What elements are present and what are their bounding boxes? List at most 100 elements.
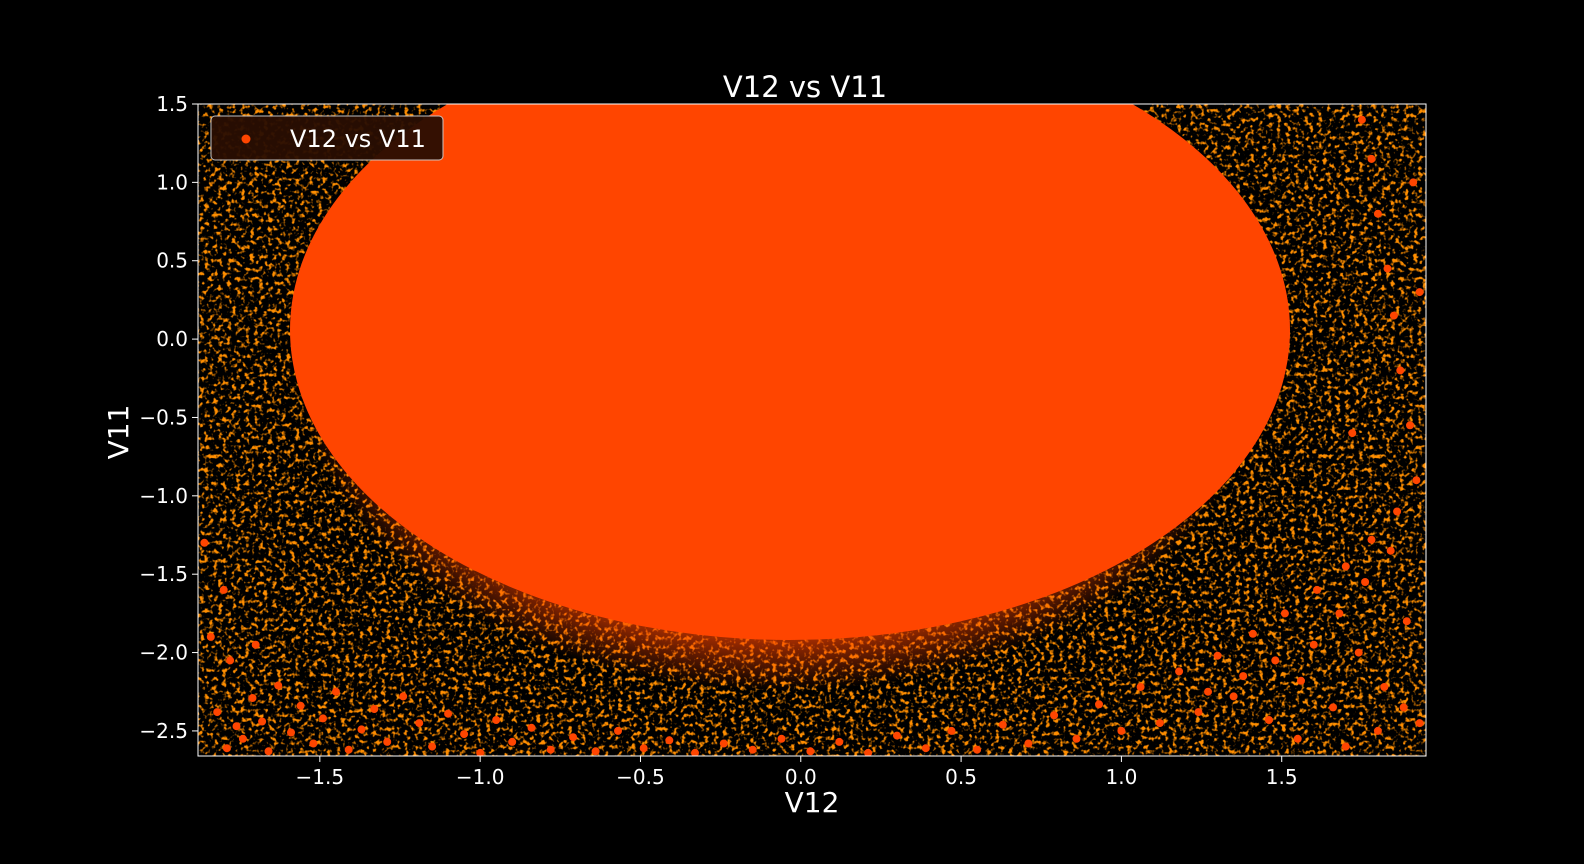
scatter-point — [206, 632, 215, 641]
legend-marker — [241, 134, 251, 144]
scatter-point — [460, 730, 469, 739]
scatter-point — [1136, 683, 1145, 691]
legend: V12 vs V11 — [210, 115, 444, 161]
scatter-point — [777, 734, 786, 743]
scatter-point — [287, 728, 295, 737]
scatter-point — [1204, 687, 1212, 696]
scatter-point — [428, 742, 437, 751]
scatter-point — [546, 745, 555, 754]
scatter-point — [1293, 734, 1302, 743]
scatter-point — [691, 748, 699, 756]
y-tick-label: 1.5 — [156, 92, 188, 116]
scatter-point — [1313, 585, 1321, 594]
legend-label: V12 vs V11 — [290, 125, 426, 153]
scatter-point — [200, 538, 209, 547]
scatter-point — [1072, 734, 1081, 743]
y-tick-label: −2.5 — [139, 719, 188, 743]
scatter-point — [973, 745, 982, 754]
scatter-point — [492, 716, 501, 724]
scatter-point — [864, 748, 873, 756]
scatter-point — [921, 744, 930, 753]
scatter-point — [998, 720, 1007, 729]
scatter-point — [1297, 676, 1305, 685]
scatter-point — [947, 726, 956, 735]
scatter-point — [1335, 609, 1344, 618]
legend-box — [210, 115, 444, 161]
scatter-point — [1050, 711, 1059, 720]
scatter-point — [1354, 648, 1363, 657]
scatter-point — [1393, 507, 1402, 516]
scatter-points — [200, 115, 1424, 756]
x-tick-label: 0.5 — [945, 765, 977, 789]
scatter-point — [1348, 429, 1357, 438]
scatter-point — [1361, 578, 1370, 586]
scatter-point — [476, 748, 485, 756]
x-tick-label: −1.5 — [296, 765, 345, 789]
scatter-point — [1373, 726, 1382, 735]
scatter-point — [251, 640, 260, 649]
scatter-point — [591, 747, 600, 756]
scatter-point — [1309, 640, 1318, 649]
scatter-point — [1024, 739, 1033, 748]
plot-frame — [197, 103, 1427, 757]
scatter-point — [1402, 617, 1411, 626]
dense-point-core — [290, 104, 1290, 640]
scatter-point — [296, 701, 305, 710]
scatter-point — [1095, 700, 1103, 709]
scatter-point — [1175, 667, 1184, 676]
y-axis: 1.5 1.0 0.5 0.0 −0.5 −1.0 −1.5 −2.0 −2.5 — [139, 92, 198, 743]
scatter-point — [1117, 726, 1126, 735]
scatter-point — [1329, 703, 1337, 712]
scatter-point — [226, 656, 235, 665]
scatter-point — [219, 585, 228, 594]
y-tick-label: 1.0 — [156, 170, 188, 194]
y-tick-label: 0.0 — [156, 327, 188, 351]
scatter-point — [1341, 742, 1350, 751]
scatter-point — [1280, 609, 1289, 618]
scatter-point — [1412, 476, 1421, 485]
scatter-point — [1396, 366, 1405, 375]
scatter-point — [665, 736, 674, 745]
scatter-point — [1406, 421, 1414, 430]
scatter-point — [1357, 115, 1366, 124]
scatter-point — [1264, 716, 1273, 724]
plot-area — [198, 104, 1426, 756]
scatter-point — [748, 745, 757, 754]
scatter-point — [238, 734, 247, 743]
scatter-point — [508, 737, 517, 746]
chart-title: V12 vs V11 — [723, 70, 887, 104]
scatter-point — [344, 745, 353, 754]
x-axis-title: V12 — [785, 786, 840, 819]
scatter-point — [639, 744, 648, 753]
scatter-point — [370, 705, 379, 713]
scatter-point — [331, 687, 340, 696]
x-axis: −1.5 −1.0 −0.5 0.0 0.5 1.0 1.5 — [296, 756, 1298, 789]
scatter-point — [614, 726, 622, 735]
y-tick-label: −0.5 — [139, 405, 188, 429]
scatter-point — [893, 731, 901, 740]
scatter-point — [1409, 178, 1418, 187]
scatter-point — [213, 708, 222, 717]
y-tick-label: 0.5 — [156, 249, 188, 273]
scatter-point — [309, 739, 318, 748]
scatter-point — [222, 744, 231, 753]
scatter-point — [1194, 708, 1203, 717]
scatter-point — [835, 737, 844, 746]
scatter-point — [399, 692, 408, 701]
scatter-point — [357, 725, 366, 734]
y-tick-label: −2.0 — [139, 641, 188, 665]
scatter-point — [1367, 154, 1376, 163]
y-tick-label: −1.0 — [139, 484, 188, 508]
scatter-point — [1386, 546, 1395, 555]
scatter-point — [1383, 264, 1392, 273]
scatter-point — [1213, 651, 1222, 660]
scatter-point — [569, 733, 578, 742]
x-tick-label: −1.0 — [456, 765, 505, 789]
scatter-point — [1341, 562, 1350, 571]
scatter-point — [1389, 311, 1398, 320]
scatter-point — [1155, 719, 1164, 728]
scatter-point — [1415, 719, 1424, 728]
scatter-point — [806, 747, 815, 756]
x-tick-label: −0.5 — [616, 765, 665, 789]
